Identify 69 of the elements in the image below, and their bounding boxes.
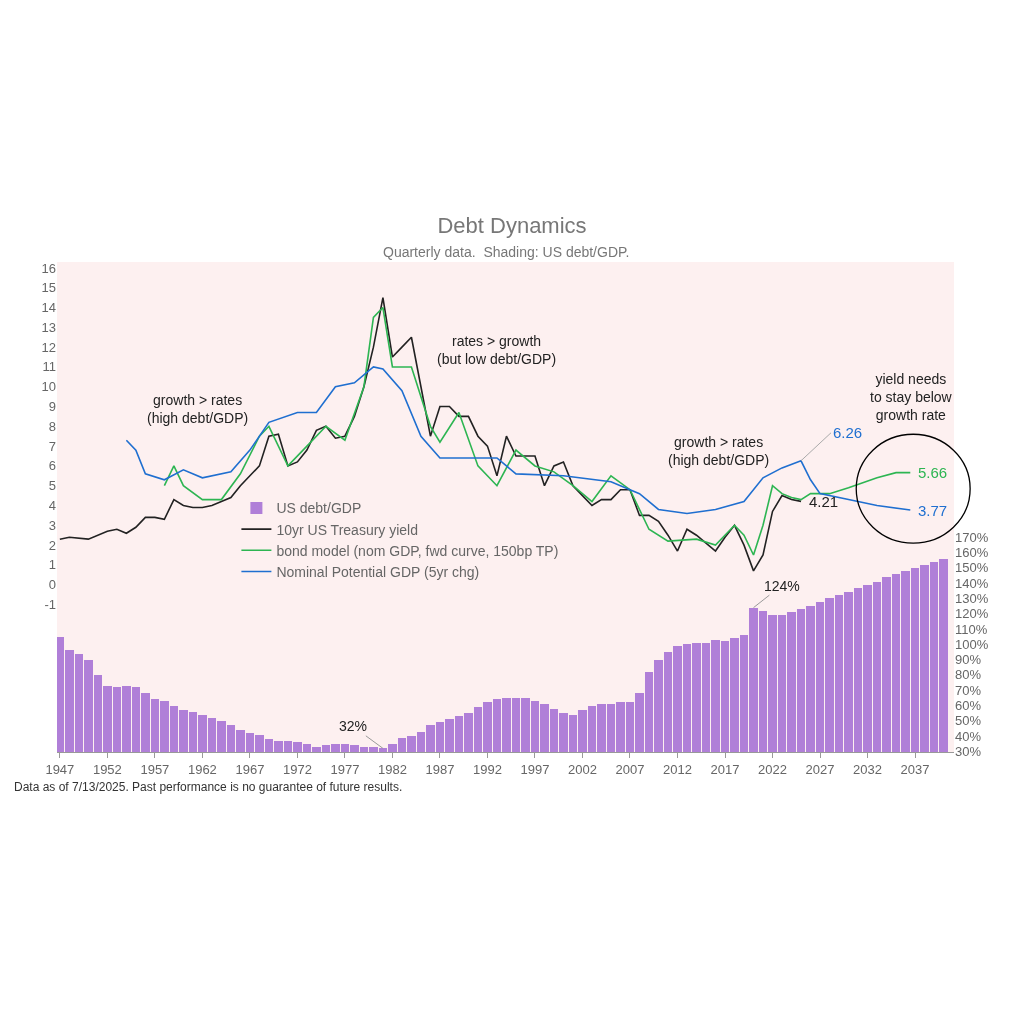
y-tick-label: 4 [48, 498, 56, 514]
x-tick-label: 2007 [615, 761, 645, 777]
y-tick-label: 14 [41, 300, 56, 316]
y2-tick-label: 120% [955, 606, 989, 622]
data-label: 124% [764, 578, 800, 594]
y-tick-label: 1 [48, 557, 56, 573]
x-tick-label: 1952 [92, 761, 122, 777]
x-tick-label: 2032 [853, 761, 882, 777]
x-tick-label: 1977 [330, 761, 360, 777]
y-tick-label: 12 [41, 339, 56, 355]
y-tick-label: 0 [48, 577, 56, 593]
y-tick-label: 7 [48, 438, 56, 454]
chart-subtitle: Quarterly data. Shading: US debt/GDP. [383, 244, 630, 260]
data-label: 6.26 [833, 424, 863, 441]
annotation: yield needs to stay below growth rate [870, 371, 953, 424]
y-tick-label: 10 [41, 379, 56, 395]
y2-tick-label: 140% [955, 575, 989, 591]
x-tick-label: 1972 [282, 761, 312, 777]
y2-tick-label: 90% [955, 652, 982, 668]
chart-title: Debt Dynamics [437, 213, 587, 239]
y2-tick-label: 160% [955, 545, 989, 561]
y-tick-label: 13 [41, 319, 56, 335]
data-label: 3.77 [918, 502, 948, 519]
legend-label: US debt/GDP [276, 500, 362, 517]
x-tick-label: 2012 [663, 761, 692, 777]
x-tick-label: 1957 [140, 761, 170, 777]
annotation: growth > rates (high debt/GDP) [147, 392, 249, 427]
y2-tick-label: 40% [955, 728, 982, 744]
x-tick-label: 1967 [235, 761, 265, 777]
y-tick-label: 8 [48, 418, 56, 434]
x-tick-label: 2022 [758, 761, 787, 777]
y2-tick-label: 150% [955, 560, 989, 576]
y2-tick-label: 70% [955, 682, 982, 698]
y-tick-label: 9 [48, 399, 56, 415]
y-tick-label: -1 [44, 597, 56, 613]
y2-tick-label: 170% [955, 529, 989, 545]
y-tick-label: 2 [48, 537, 56, 553]
x-tick-label: 1987 [425, 761, 455, 777]
x-tick-label: 1992 [472, 761, 502, 777]
x-tick-label: 1997 [520, 761, 550, 777]
x-tick-label: 2002 [568, 761, 597, 777]
y-tick-label: 11 [42, 359, 56, 375]
y2-tick-label: 30% [955, 743, 982, 759]
y-tick-label: 3 [48, 517, 56, 533]
y-tick-label: 5 [48, 478, 56, 494]
y2-tick-label: 60% [955, 698, 982, 714]
legend-label: bond model (nom GDP, fwd curve, 150bp TP) [276, 542, 559, 559]
y2-tick-label: 80% [955, 667, 982, 683]
data-label: 4.21 [809, 493, 839, 510]
text: Data as of 7/13/2025. Past performance is no guarantee of future results. [14, 780, 403, 794]
x-tick-label: 2037 [900, 761, 930, 777]
data-label: 5.66 [918, 464, 948, 481]
data-label: 32% [339, 718, 368, 734]
y-tick-label: 15 [41, 280, 56, 296]
y2-tick-label: 50% [955, 713, 982, 729]
annotation: growth > rates (high debt/GDP) [668, 434, 770, 469]
y-tick-label: 6 [48, 458, 56, 474]
x-tick-label: 2017 [710, 761, 740, 777]
y2-tick-label: 100% [955, 636, 989, 652]
legend-label: Nominal Potential GDP (5yr chg) [276, 563, 480, 580]
x-tick-label: 1962 [187, 761, 217, 777]
y-tick-label: 16 [41, 260, 56, 276]
x-tick-label: 2027 [805, 761, 835, 777]
annotation: rates > growth (but low debt/GDP) [437, 333, 557, 368]
x-tick-label: 1982 [377, 761, 407, 777]
y2-tick-label: 130% [955, 591, 989, 606]
x-tick-label: 1947 [45, 761, 75, 777]
legend-label: 10yr US Treasury yield [276, 521, 419, 538]
y2-tick-label: 110% [955, 621, 988, 637]
